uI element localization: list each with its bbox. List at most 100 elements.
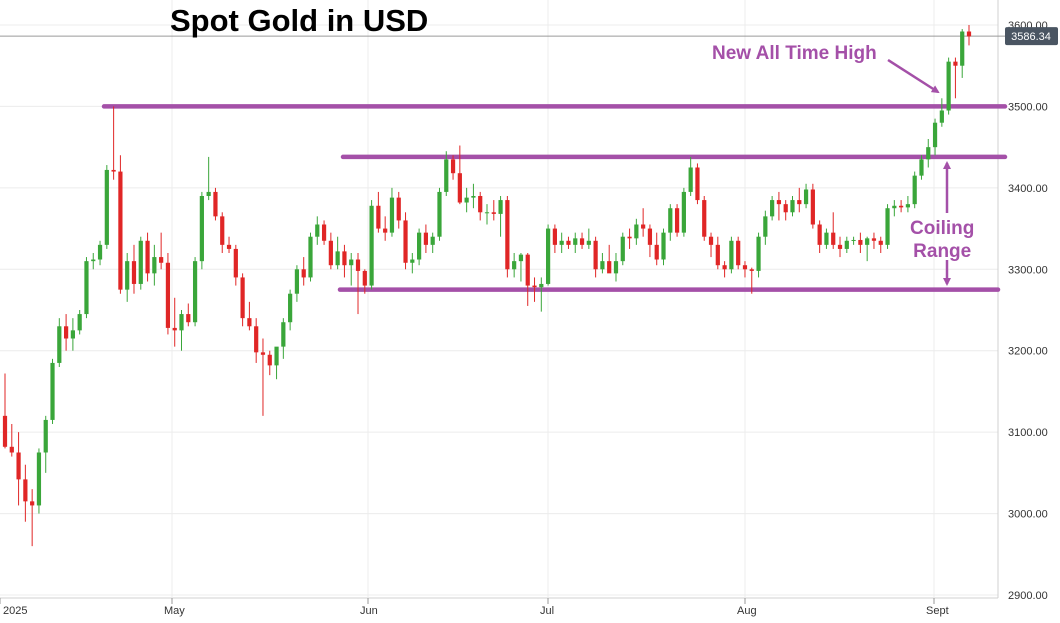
candle — [681, 187, 686, 237]
candle-body — [505, 200, 510, 270]
x-tick-label: Jul — [540, 605, 554, 617]
candle — [627, 228, 632, 249]
candle — [851, 236, 856, 245]
candle — [125, 253, 130, 302]
y-axis: 2900.00 3000.00 3100.00 3200.00 3300.00 3400.… — [1008, 20, 1048, 602]
candle-body — [403, 220, 408, 263]
candle-body — [213, 191, 218, 217]
candle-body — [186, 314, 191, 323]
candle — [464, 187, 469, 213]
candle — [695, 163, 700, 205]
candle — [247, 301, 252, 331]
candle-body — [926, 147, 931, 160]
candle-body — [566, 240, 571, 245]
candle-body — [369, 205, 374, 286]
candle — [131, 244, 137, 294]
candle-body — [770, 200, 775, 217]
candle-body — [885, 208, 890, 245]
candle — [376, 191, 381, 233]
candle — [552, 224, 557, 253]
candle — [946, 57, 951, 115]
candle-body — [634, 224, 639, 239]
candle — [43, 415, 48, 473]
candle — [369, 200, 374, 290]
candle-body — [63, 326, 69, 339]
candle — [478, 191, 483, 221]
candle — [722, 261, 727, 278]
candle — [233, 244, 238, 286]
candle-body — [668, 208, 673, 233]
candle — [763, 210, 768, 245]
candle — [491, 200, 496, 221]
candle-body — [383, 228, 388, 233]
candle — [518, 253, 524, 282]
candle-body — [165, 262, 171, 328]
candle — [417, 228, 422, 266]
candle-body — [355, 259, 361, 271]
y-tick-label: 3100.00 — [1008, 427, 1048, 439]
candle-body — [892, 205, 897, 209]
candle — [654, 232, 659, 266]
candle-body — [790, 200, 795, 213]
level-lines — [101, 104, 1008, 292]
candle-body — [226, 244, 232, 249]
candle-body — [552, 228, 557, 245]
y-tick-label: 3300.00 — [1008, 264, 1048, 276]
candle-body — [797, 200, 802, 205]
candle — [389, 187, 395, 237]
candle-body — [77, 314, 82, 331]
candle — [274, 346, 279, 380]
candle-body — [871, 238, 877, 241]
candle-body — [776, 200, 782, 205]
candle-body — [912, 175, 917, 205]
candle-body — [905, 204, 911, 208]
candle — [607, 244, 612, 274]
candle-body — [396, 197, 401, 221]
candle — [926, 139, 931, 168]
candle — [498, 196, 503, 237]
candle-body — [91, 259, 96, 262]
candle — [396, 191, 401, 229]
candle — [484, 204, 490, 225]
candle — [199, 191, 204, 270]
candle-body — [84, 261, 89, 315]
candle — [756, 232, 761, 278]
candle-body — [131, 261, 137, 284]
candle-body — [674, 208, 680, 233]
candle — [831, 212, 836, 249]
candle — [566, 236, 571, 249]
candle — [912, 171, 917, 209]
candle — [620, 232, 625, 266]
candle-body — [145, 240, 150, 274]
candle — [91, 253, 96, 270]
candle-body — [457, 173, 462, 203]
candle-body — [70, 330, 75, 339]
candle — [966, 25, 972, 46]
candle — [63, 314, 69, 351]
candle — [736, 236, 741, 270]
grid — [0, 0, 1005, 599]
candle-body — [328, 240, 333, 266]
candle-body — [471, 196, 476, 198]
candle-body — [410, 259, 415, 263]
candle — [783, 200, 788, 221]
candle — [104, 165, 109, 249]
candle — [159, 232, 164, 270]
candle — [858, 232, 863, 253]
candle — [810, 183, 815, 229]
candle-body — [36, 452, 42, 506]
candle-body — [118, 171, 123, 290]
candle — [152, 244, 157, 286]
y-tick-label: 3500.00 — [1008, 101, 1048, 113]
annotation-coiling-line-2: Range — [913, 241, 972, 262]
candle-body — [138, 240, 143, 284]
candle — [539, 277, 544, 312]
candle — [145, 232, 150, 282]
price-tag-label: 3586.34 — [1011, 31, 1051, 43]
candle-body — [240, 277, 245, 319]
candle-body — [437, 191, 442, 237]
candle-body — [539, 283, 544, 288]
candle-body — [2, 415, 8, 447]
candle-body — [810, 189, 815, 225]
candle-body — [742, 265, 748, 270]
